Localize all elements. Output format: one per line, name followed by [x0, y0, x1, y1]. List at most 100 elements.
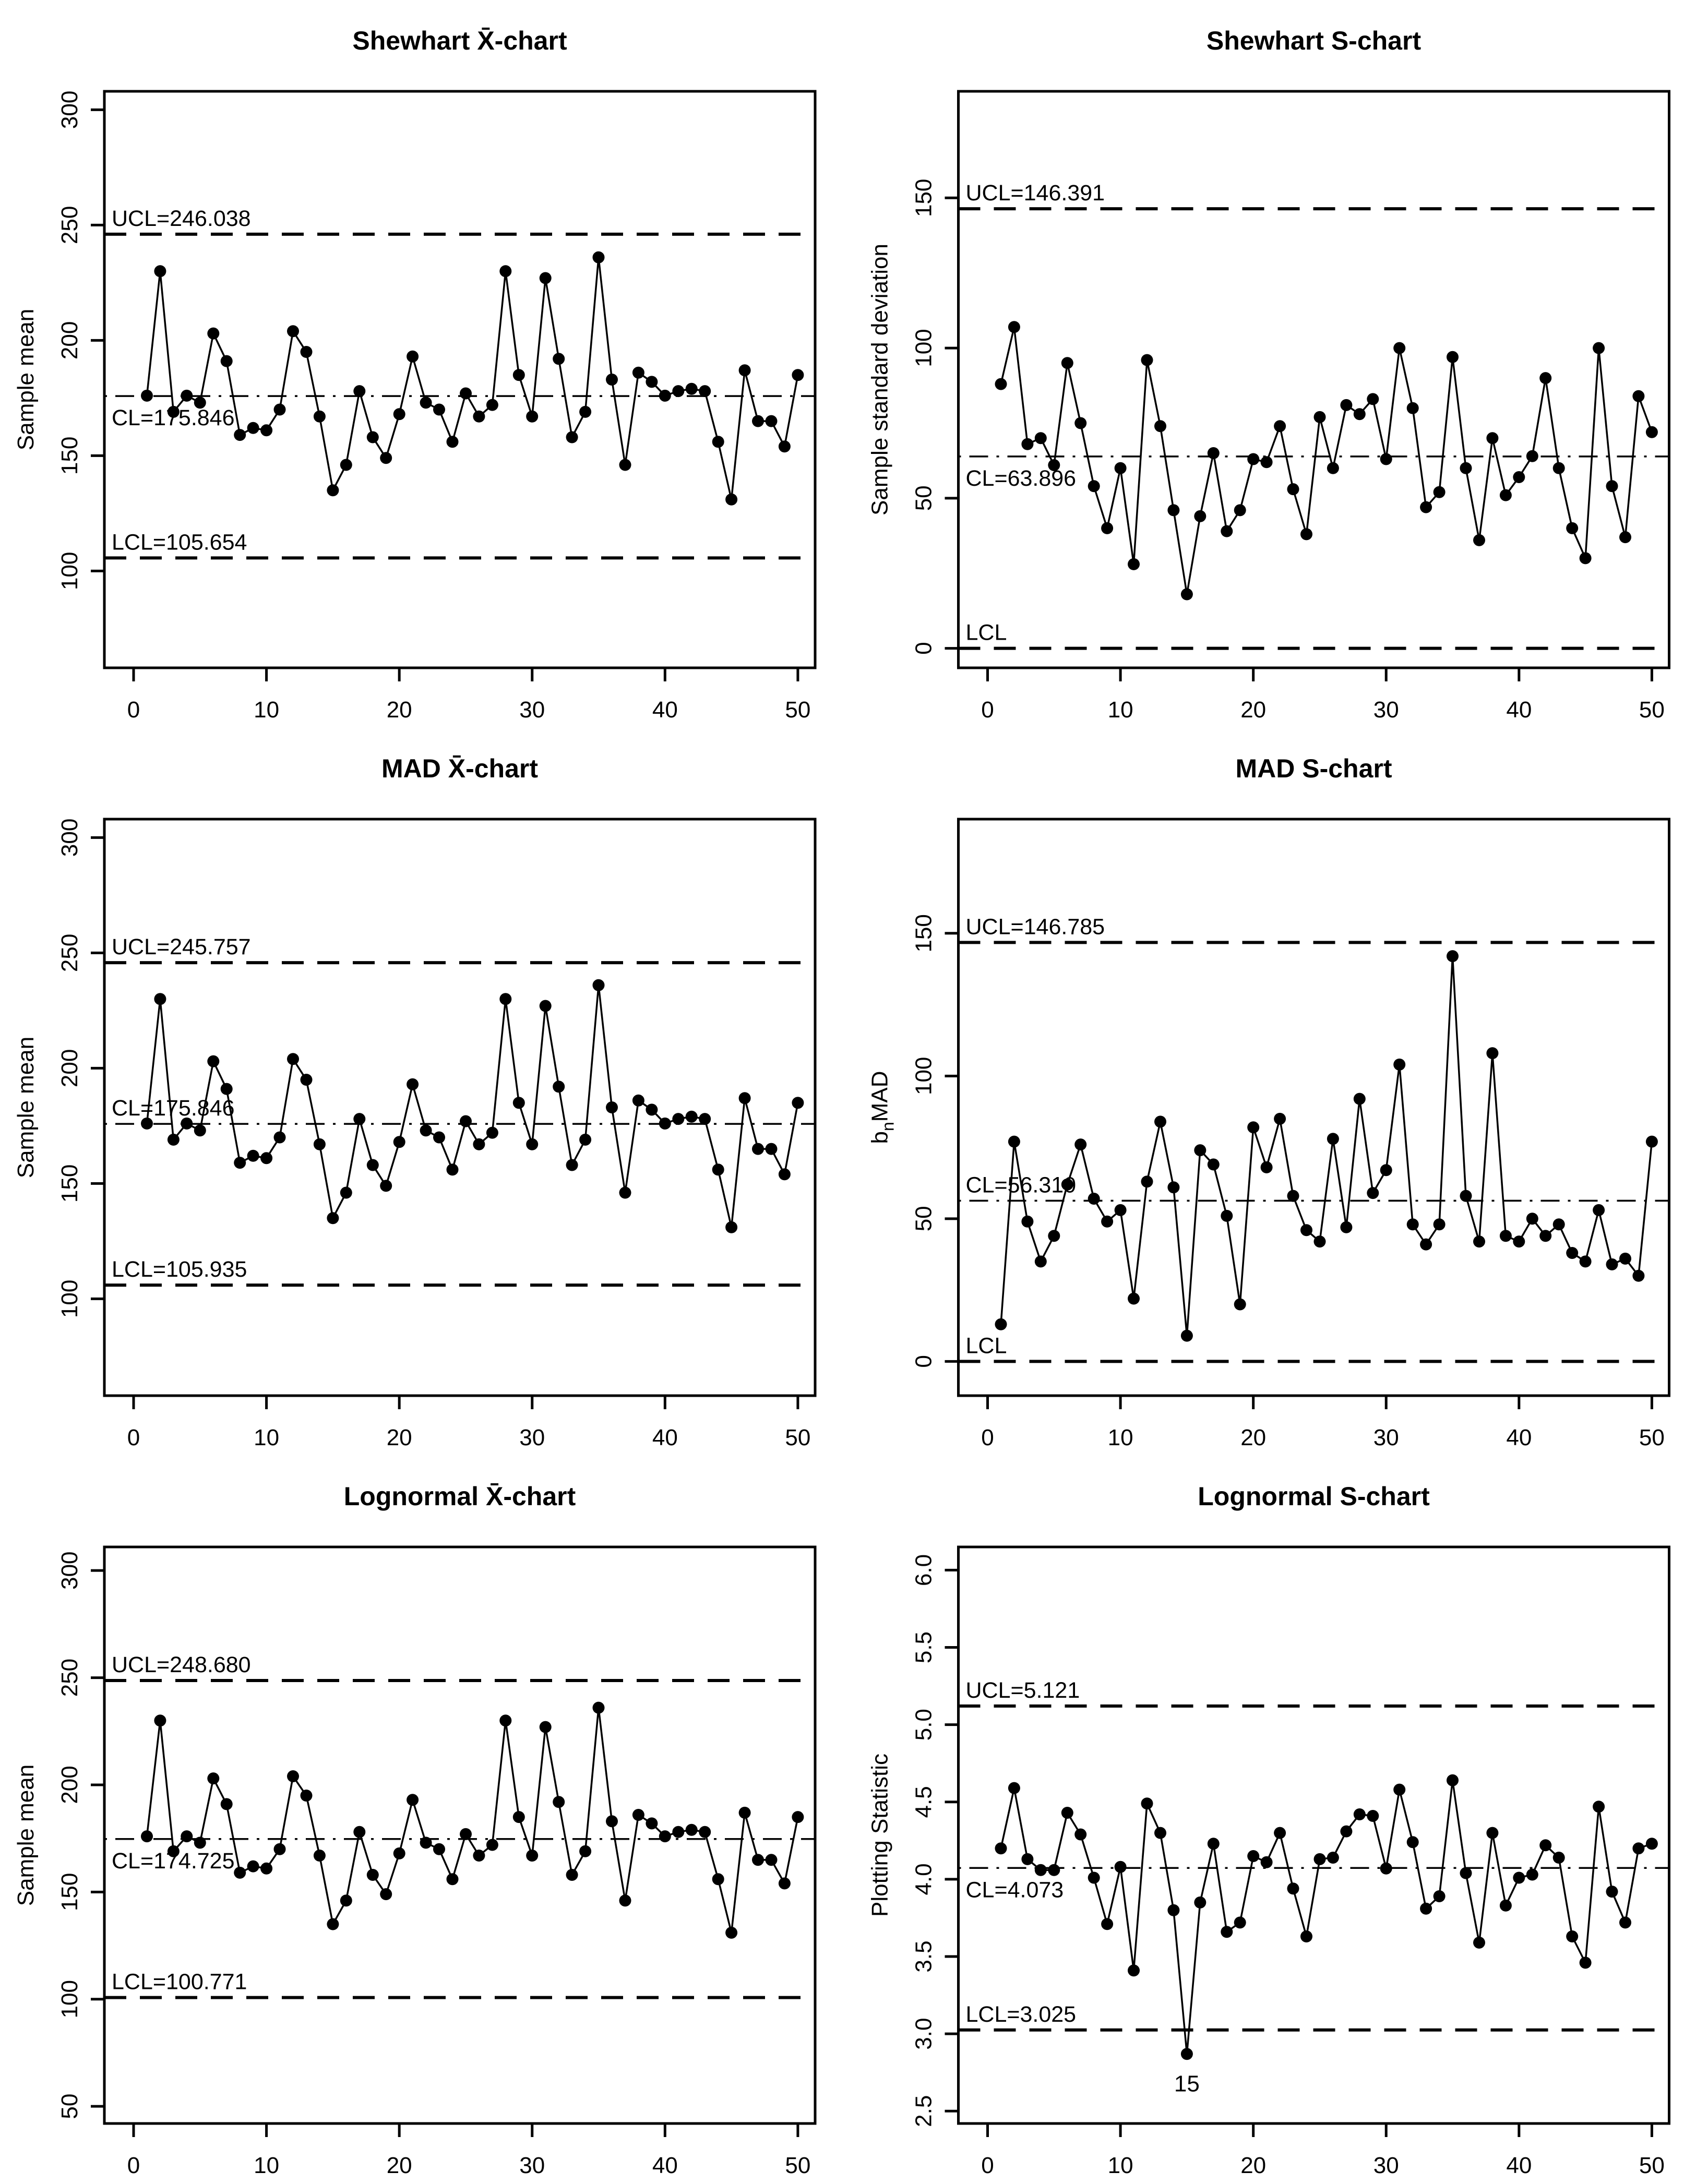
data-point [792, 1097, 804, 1109]
data-point [1034, 432, 1047, 445]
data-point [1645, 426, 1658, 438]
y-tick-label: 300 [57, 1551, 82, 1589]
data-point [181, 389, 193, 402]
data-point [1632, 1269, 1645, 1282]
x-tick-label: 0 [981, 697, 994, 723]
data-points [141, 1701, 804, 1939]
data-point [1221, 1926, 1233, 1938]
data-point [1128, 1292, 1140, 1305]
data-point [1021, 1215, 1034, 1228]
data-point [1061, 1807, 1073, 1819]
data-point [1579, 1255, 1592, 1268]
data-point [1645, 1838, 1658, 1850]
data-point [1380, 453, 1392, 465]
data-point [366, 1159, 379, 1171]
x-axis: 0 10 20 30 40 50 [127, 1396, 810, 1450]
data-point [393, 408, 405, 421]
data-point [579, 405, 592, 418]
data-point [420, 1124, 432, 1137]
data-point [792, 1811, 804, 1823]
data-point [619, 1894, 631, 1907]
x-tick-label: 50 [1639, 697, 1665, 723]
data-point [1274, 420, 1286, 433]
data-point [752, 415, 764, 427]
data-point [393, 1136, 405, 1148]
panel-lognormal-xbar-chart: Lognormal X̄-chart 50 100 150 200 250 300 0 10 20… [0, 1456, 854, 2183]
data-point [1247, 453, 1260, 465]
data-point [1486, 1047, 1499, 1060]
data-point [778, 440, 791, 453]
x-tick-label: 50 [1639, 1425, 1665, 1450]
data-point [273, 1843, 286, 1855]
y-tick-label: 100 [57, 552, 82, 590]
data-point [1566, 522, 1579, 534]
data-point [1526, 1213, 1538, 1225]
data-point [632, 1094, 644, 1107]
data-point [765, 1854, 778, 1866]
data-point [1645, 1135, 1658, 1148]
y-axis-title: Sample mean [13, 1765, 39, 1906]
data-point [1460, 462, 1472, 474]
data-point [313, 410, 326, 423]
x-axis: 0 10 20 30 40 50 [127, 668, 810, 723]
plot-box [103, 818, 817, 1397]
data-point [1207, 447, 1220, 459]
data-point [526, 1850, 539, 1862]
data-point [1606, 1258, 1618, 1270]
data-point [1234, 504, 1246, 517]
plot-box [957, 818, 1670, 1397]
data-point [1353, 408, 1366, 421]
data-point [1579, 552, 1592, 565]
data-point [752, 1143, 764, 1155]
data-point [619, 459, 631, 471]
data-point [1513, 1235, 1525, 1248]
data-point [1167, 1904, 1180, 1916]
plot-box [957, 90, 1670, 669]
data-series-line [1000, 956, 1653, 1336]
x-tick-label: 40 [1506, 697, 1532, 723]
data-point [1473, 1936, 1485, 1949]
data-point [1234, 1298, 1246, 1311]
data-point [1074, 1138, 1087, 1151]
data-point [1579, 1957, 1592, 1969]
data-point [539, 1000, 552, 1012]
y-tick-label: 3.0 [911, 2018, 937, 2050]
data-point [765, 415, 778, 427]
point-label-15: 15 [1174, 2071, 1200, 2097]
x-tick-label: 10 [1108, 697, 1133, 723]
data-point [1340, 399, 1353, 411]
data-point [738, 1092, 751, 1105]
y-axis-title: Sample mean [13, 309, 39, 450]
data-point [313, 1138, 326, 1150]
panel-mad-xbar-chart: MAD X̄-chart 100 150 200 250 300 0 10 20 30 40 50 Sa… [0, 728, 854, 1456]
data-point [1460, 1867, 1472, 1879]
data-point [1300, 1224, 1312, 1237]
data-point [327, 1212, 339, 1225]
data-point [659, 389, 671, 402]
data-point [1061, 357, 1073, 369]
data-point [1008, 1782, 1020, 1794]
y-tick-label: 50 [911, 1206, 937, 1231]
data-point [1154, 420, 1166, 433]
y-tick-label: 2.5 [911, 2095, 937, 2127]
y-tick-label: 150 [911, 914, 937, 952]
data-point [234, 1157, 246, 1169]
x-tick-label: 10 [1108, 1425, 1133, 1450]
data-point [234, 429, 246, 441]
x-tick-label: 0 [981, 2153, 994, 2178]
data-point [632, 1809, 644, 1821]
data-point [1340, 1221, 1353, 1233]
y-tick-label: 300 [57, 819, 82, 857]
data-point [1367, 1810, 1379, 1822]
y-axis: 100 150 200 250 300 [57, 819, 104, 1318]
data-series-line [146, 257, 799, 500]
data-point [220, 1798, 233, 1810]
data-point [1486, 1827, 1499, 1839]
data-point [1287, 1190, 1299, 1202]
data-point [1128, 558, 1140, 570]
x-tick-label: 20 [1240, 1425, 1266, 1450]
y-axis-title: Sample standard deviation [867, 244, 893, 515]
data-point [1539, 1839, 1552, 1852]
data-point [1473, 1235, 1485, 1248]
data-point [407, 1794, 419, 1806]
